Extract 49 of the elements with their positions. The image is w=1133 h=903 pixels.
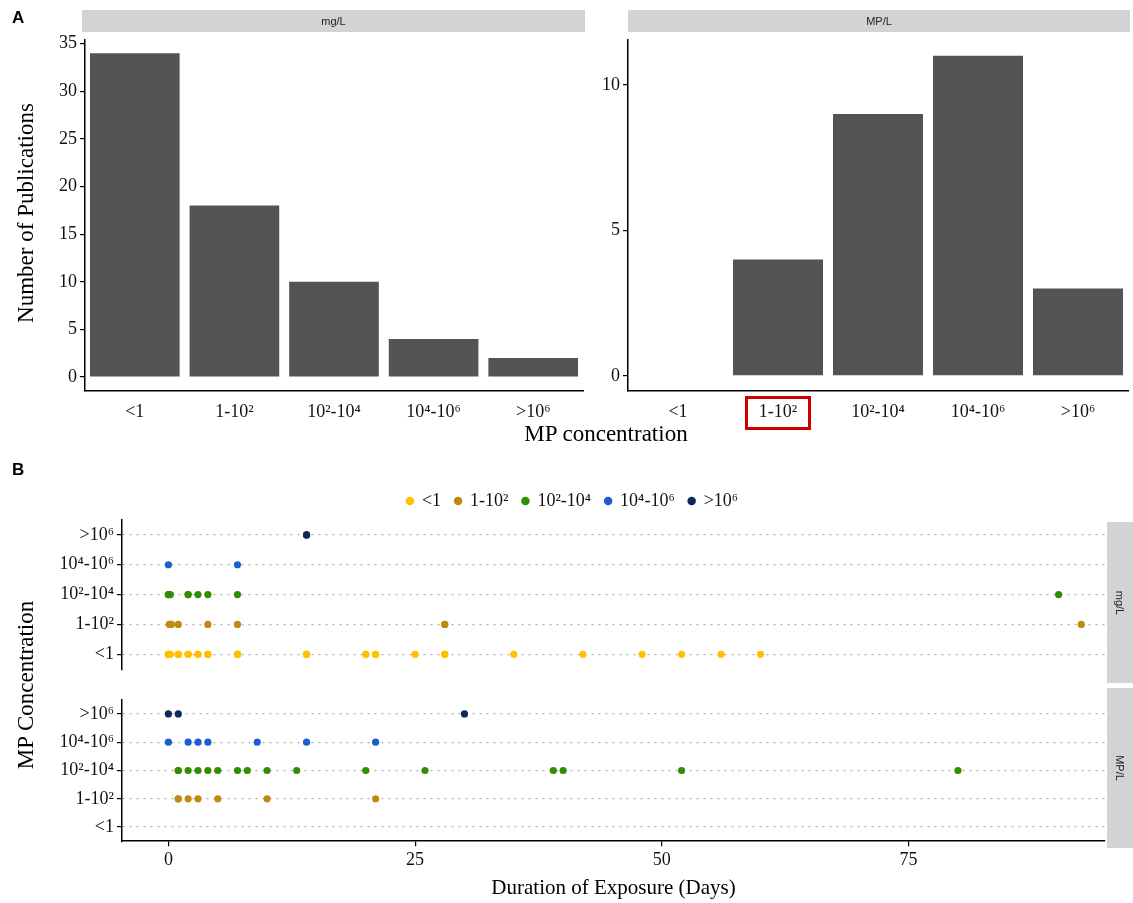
x-tick-label: >10⁶ <box>515 400 551 421</box>
y-axis-title: MP Concentration <box>13 600 39 770</box>
x-axis-title: Duration of Exposure (Days) <box>491 874 736 899</box>
x-tick-label: <1 <box>668 400 688 421</box>
y-tick-label: 15 <box>59 222 77 243</box>
y-axis-title: Number of Publications <box>13 103 39 323</box>
y-tick-label: 10²-10⁴ <box>60 583 114 604</box>
y-tick-label: 5 <box>611 219 620 240</box>
x-tick-label: 10²-10⁴ <box>307 400 361 421</box>
x-tick-label: 50 <box>652 848 671 869</box>
x-tick-label: 1-10² <box>758 400 798 421</box>
y-tick-label: >10⁶ <box>79 523 114 544</box>
y-tick-label: >10⁶ <box>79 702 114 723</box>
x-tick-label: 75 <box>899 848 918 869</box>
x-tick-label: 0 <box>163 848 173 869</box>
y-tick-label: 20 <box>59 175 77 196</box>
y-tick-label: 10 <box>59 270 77 291</box>
x-tick-label: <1 <box>125 400 145 421</box>
legend-label: 1-10² <box>470 489 509 510</box>
y-tick-label: 1-10² <box>75 787 114 808</box>
text: B <box>12 460 25 480</box>
y-tick-label: 0 <box>611 364 620 385</box>
y-tick-label: 10⁴-10⁶ <box>59 730 114 751</box>
y-tick-label: 30 <box>59 79 77 100</box>
x-axis-title: MP concentration <box>524 421 688 447</box>
y-tick-label: 10⁴-10⁶ <box>59 553 114 574</box>
legend-label: >10⁶ <box>703 489 739 510</box>
y-tick-label: 25 <box>59 127 77 148</box>
chart-title: MP/L <box>866 15 892 27</box>
y-tick-label: 1-10² <box>75 613 114 634</box>
x-tick-label: 10⁴-10⁶ <box>406 400 461 421</box>
y-tick-label: <1 <box>94 815 114 836</box>
legend-label: 10²-10⁴ <box>537 489 592 510</box>
x-tick-label: 10²-10⁴ <box>851 400 905 421</box>
legend-label: <1 <box>421 489 442 510</box>
y-tick-label: 0 <box>68 365 77 386</box>
y-tick-label: 35 <box>59 32 77 53</box>
x-tick-label: 1-10² <box>215 400 254 421</box>
y-tick-label: 10 <box>602 73 620 94</box>
text: A <box>12 8 25 28</box>
chart-title: mg/L <box>321 15 346 27</box>
text: mg/L <box>1114 590 1126 615</box>
y-tick-label: <1 <box>94 643 114 664</box>
text: MP/L <box>1114 755 1126 781</box>
y-tick-label: 10²-10⁴ <box>60 759 114 780</box>
y-tick-label: 5 <box>68 318 77 339</box>
x-tick-label: >10⁶ <box>1060 400 1096 421</box>
x-tick-label: 10⁴-10⁶ <box>950 400 1006 421</box>
x-tick-label: 25 <box>406 848 425 869</box>
